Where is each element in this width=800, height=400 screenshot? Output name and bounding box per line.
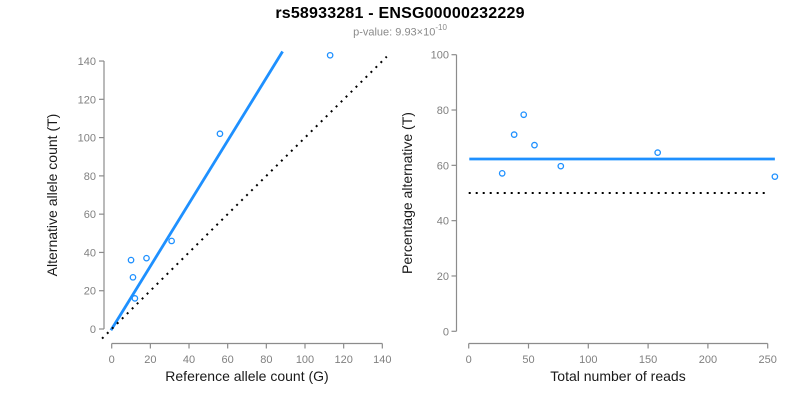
x-tick-label: 200 [699,354,717,366]
x-tick-label: 250 [759,354,777,366]
y-tick-label: 40 [437,216,449,228]
x-tick-label: 100 [579,354,597,366]
figure-title: rs58933281 - ENSG00000232229 [275,5,525,22]
y-tick-label: 80 [84,171,96,183]
y-tick-label: 20 [437,271,449,283]
x-tick-label: 100 [296,354,314,366]
data-point [557,162,565,170]
left-plot-drawing: 0 20 40 60 80 100 120 140 0 20 40 60 80 100 120 140 [78,50,391,366]
y-tick-label: 80 [437,105,449,117]
x-tick-label: 20 [144,354,156,366]
data-point [654,149,662,156]
x-tick-label: 50 [522,354,534,366]
x-tick-label: 0 [466,354,472,366]
identity-line [101,55,388,340]
fit-line [109,50,284,331]
data-point [326,51,334,59]
data-point [168,237,175,245]
data-point [129,273,137,281]
right-plot-drawing: 0 50 100 150 200 250 0 20 40 60 80 100 [431,50,779,366]
data-point [143,254,150,262]
x-tick-label: 0 [109,354,115,366]
right-plot-ylabel: Percentage alternative (T) [399,112,415,274]
x-tick-label: 60 [222,354,234,366]
left-plot-xlabel: Reference allele count (G) [165,368,328,384]
y-tick-label: 0 [90,324,96,336]
right-plot-xlabel: Total number of reads [550,368,685,384]
data-point [520,111,528,119]
y-tick-label: 100 [78,133,96,145]
y-tick-label: 120 [78,94,96,106]
y-tick-label: 60 [84,209,96,221]
data-point [127,256,135,264]
y-tick-label: 140 [78,56,96,68]
data-point [131,295,139,302]
left-plot-ylabel: Alternative allele count (T) [44,114,60,277]
left-plot: Reference allele count (G) Alternative a… [44,50,391,384]
pvalue-exponent: -10 [435,23,447,32]
y-tick-label: 0 [443,326,449,338]
y-tick-label: 100 [431,50,449,62]
y-tick-label: 20 [84,286,96,298]
x-tick-label: 40 [183,354,195,366]
figure-subtitle: p-value: 9.93×10-10 [0,23,800,39]
x-tick-label: 150 [639,354,657,366]
data-point [510,131,518,138]
data-point [216,130,224,138]
data-point [498,170,506,177]
x-tick-label: 80 [260,354,272,366]
pvalue-text: p-value: 9.93×10 [353,26,436,39]
y-tick-label: 40 [84,247,96,259]
data-point [531,141,538,149]
data-point [771,173,779,181]
y-tick-label: 60 [437,160,449,172]
x-tick-label: 120 [334,354,352,366]
right-plot: Total number of reads Percentage alterna… [399,50,779,384]
x-tick-label: 140 [373,354,391,366]
